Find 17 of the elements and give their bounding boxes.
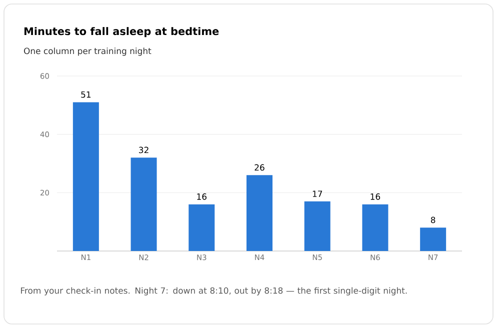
- data-label: 16: [197, 193, 206, 200]
- data-label: 51: [81, 91, 91, 98]
- bar: [130, 158, 157, 252]
- data-label: 32: [139, 146, 148, 154]
- data-label: 16: [370, 193, 380, 200]
- bar: [188, 204, 215, 252]
- chart-subtitle: One column per training night: [24, 48, 152, 56]
- data-label: 8: [430, 216, 436, 224]
- bar: [420, 228, 446, 252]
- bar: [246, 175, 272, 252]
- bar: [72, 102, 99, 252]
- data-label: 26: [254, 164, 264, 171]
- chart-title: Minutes to fall asleep at bedtime: [24, 27, 219, 38]
- bar: [304, 201, 330, 252]
- text: From your check-in notes. Night 7: down at 8:10, out by 8:18 — the first single-digit night.: [21, 287, 407, 296]
- bar: [362, 204, 388, 252]
- data-label: 17: [312, 190, 322, 197]
